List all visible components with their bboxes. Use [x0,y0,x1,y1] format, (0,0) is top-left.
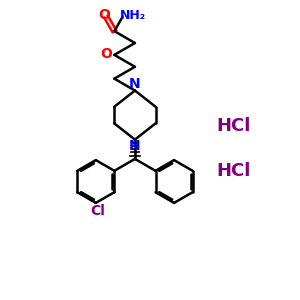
Text: HCl: HCl [216,117,250,135]
Text: Cl: Cl [90,204,105,218]
Text: O: O [100,47,112,61]
Text: N: N [128,139,140,153]
Text: NH₂: NH₂ [120,9,146,22]
Text: N: N [128,77,140,91]
Text: HCl: HCl [216,162,250,180]
Text: O: O [99,8,110,22]
